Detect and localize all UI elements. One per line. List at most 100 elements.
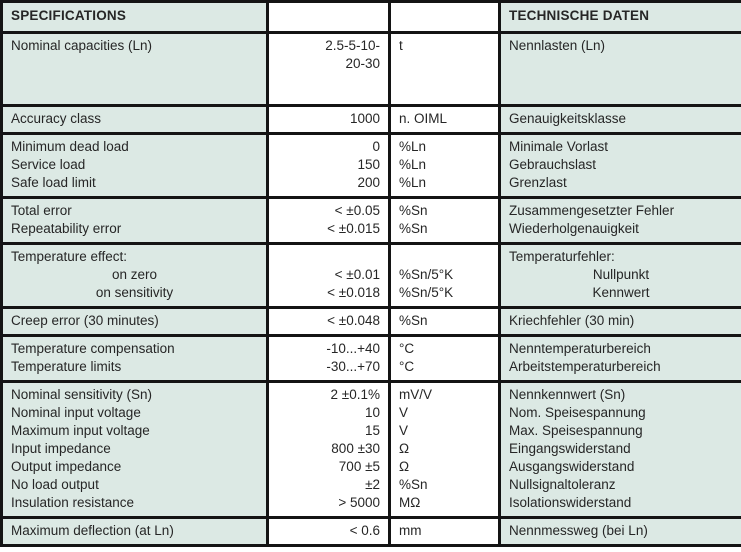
unit-cell: °C °C	[388, 334, 501, 383]
cell-line: %Sn/5°K	[399, 285, 454, 300]
cell-line: %Sn	[399, 477, 428, 492]
cell-line: 0	[372, 139, 380, 154]
unit-cell: mm	[388, 516, 501, 547]
unit-cell: %Sn/5°K %Sn/5°K	[388, 242, 501, 309]
value-cell: 0 150 200	[266, 132, 391, 199]
cell-line: Arbeitstemperaturbereich	[509, 359, 661, 374]
table-row: Nominal sensitivity (Sn) Nominal input vo…	[0, 380, 741, 519]
spec-cell: Nominal capacities (Ln)	[0, 31, 269, 107]
cell-line: mV/V	[399, 387, 433, 402]
cell-line: < ±0.015	[327, 221, 380, 236]
spec-cell: Maximum deflection (at Ln)	[0, 516, 269, 547]
value-cell: 2.5-5-10- 20-30	[266, 31, 391, 107]
cell-line: 1000	[349, 111, 380, 126]
cell-line: 10	[364, 405, 380, 420]
cell-line: °C	[399, 359, 415, 374]
cell-line: Temperature effect:	[11, 249, 128, 264]
cell-line: %Ln	[399, 175, 427, 190]
spec-cell: Nominal sensitivity (Sn) Nominal input vo…	[0, 380, 269, 519]
cell-line: Nennlasten (Ln)	[509, 38, 606, 53]
german-cell: Temperaturfehler: Nullpunkt Kennwert	[498, 242, 741, 309]
cell-line: 700 ±5	[338, 459, 380, 474]
cell-line: > 5000	[338, 495, 380, 510]
value-cell: < ±0.048	[266, 306, 391, 337]
cell-line: Minimum dead load	[11, 139, 129, 154]
value-cell: -10...+40 -30...+70	[266, 334, 391, 383]
cell-line: Insulation resistance	[11, 495, 135, 510]
cell-line: Grenzlast	[509, 175, 567, 190]
cell-line: Total error	[11, 203, 72, 218]
cell-line: < ±0.048	[327, 313, 380, 328]
cell-line: on zero	[111, 267, 158, 282]
cell-line: Nominal input voltage	[11, 405, 141, 420]
cell-line: Safe load limit	[11, 175, 96, 190]
cell-line	[509, 55, 733, 73]
cell-line: Nennkennwert (Sn)	[509, 387, 626, 402]
spec-cell: Accuracy class	[0, 104, 269, 135]
table-row: Minimum dead load Service load Safe load l…	[0, 132, 741, 199]
cell-line: n. OIML	[399, 111, 448, 126]
german-cell: Nennkennwert (Sn) Nom. Speisespannung Max.…	[498, 380, 741, 519]
unit-cell: %Sn	[388, 306, 501, 337]
cell-line: Output impedance	[11, 459, 122, 474]
german-cell: Genauigkeitsklasse	[498, 104, 741, 135]
cell-line: < ±0.05	[334, 203, 380, 218]
cell-line: Nom. Speisespannung	[509, 405, 646, 420]
header-unit-empty	[388, 0, 501, 34]
cell-line: Gebrauchslast	[509, 157, 597, 172]
cell-line: Nennmessweg (bei Ln)	[509, 523, 648, 538]
cell-line: Nullsignaltoleranz	[509, 477, 616, 492]
table-row: Creep error (30 minutes) < ±0.048 %Sn Kriec…	[0, 306, 741, 337]
unit-cell: mV/V V V Ω Ω %Sn MΩ	[388, 380, 501, 519]
german-cell: Kriechfehler (30 min)	[498, 306, 741, 337]
spec-cell: Total error Repeatability error	[0, 196, 269, 245]
cell-line: -30...+70	[326, 359, 380, 374]
value-cell: < ±0.01 < ±0.018	[266, 242, 391, 309]
cell-line: mm	[399, 523, 422, 538]
table-row: Accuracy class 1000 n. OIML Genauigkeitskla…	[0, 104, 741, 135]
cell-line: 20-30	[345, 56, 380, 71]
cell-line: Accuracy class	[11, 111, 102, 126]
cell-line: on sensitivity	[95, 285, 174, 300]
cell-line: Max. Speisespannung	[509, 423, 643, 438]
cell-line: Input impedance	[11, 441, 111, 456]
cell-line: °C	[399, 341, 415, 356]
table-row: Maximum deflection (at Ln) < 0.6 mm Nennmes…	[0, 516, 741, 547]
cell-line: t	[399, 38, 403, 53]
table-body: Nominal capacities (Ln) 2.5-5-10- 20-30 t …	[0, 31, 741, 547]
cell-line: Service load	[11, 157, 86, 172]
cell-line: Maximum input voltage	[11, 423, 150, 438]
unit-cell: %Sn %Sn	[388, 196, 501, 245]
cell-line: Nominal sensitivity (Sn)	[11, 387, 153, 402]
cell-line: Creep error (30 minutes)	[11, 313, 159, 328]
cell-line: 2 ±0.1%	[330, 387, 380, 402]
cell-line: V	[399, 405, 409, 420]
cell-line: Isolationswiderstand	[509, 495, 632, 510]
cell-line: Wiederholgenauigkeit	[509, 221, 639, 236]
cell-line: < ±0.018	[327, 285, 380, 300]
table-row: Temperature effect: on zero on sensitivity…	[0, 242, 741, 309]
cell-line	[399, 55, 490, 73]
cell-line: Maximum deflection (at Ln)	[11, 523, 174, 538]
cell-line: -10...+40	[326, 341, 380, 356]
spec-cell: Minimum dead load Service load Safe load l…	[0, 132, 269, 199]
spec-cell: Temperature compensation Temperature limi…	[0, 334, 269, 383]
table-row: Nominal capacities (Ln) 2.5-5-10- 20-30 t …	[0, 31, 741, 107]
cell-line: No load output	[11, 477, 99, 492]
cell-line: Kriechfehler (30 min)	[509, 313, 635, 328]
cell-line: %Sn	[399, 313, 428, 328]
cell-line: %Ln	[399, 139, 427, 154]
value-cell: 1000	[266, 104, 391, 135]
cell-line: Ω	[399, 441, 410, 456]
cell-line: Nullpunkt	[592, 267, 650, 282]
cell-line: %Sn/5°K	[399, 267, 454, 282]
cell-line: < ±0.01	[334, 267, 380, 282]
value-cell: < ±0.05 < ±0.015	[266, 196, 391, 245]
cell-line	[277, 248, 380, 266]
table-row: Total error Repeatability error < ±0.05 < ±…	[0, 196, 741, 245]
cell-line: 800 ±30	[331, 441, 380, 456]
german-cell: Nenntemperaturbereich Arbeitstemperaturbe…	[498, 334, 741, 383]
cell-line: Temperature limits	[11, 359, 122, 374]
german-cell: Minimale Vorlast Gebrauchslast Grenzlast	[498, 132, 741, 199]
cell-line: MΩ	[399, 495, 421, 510]
